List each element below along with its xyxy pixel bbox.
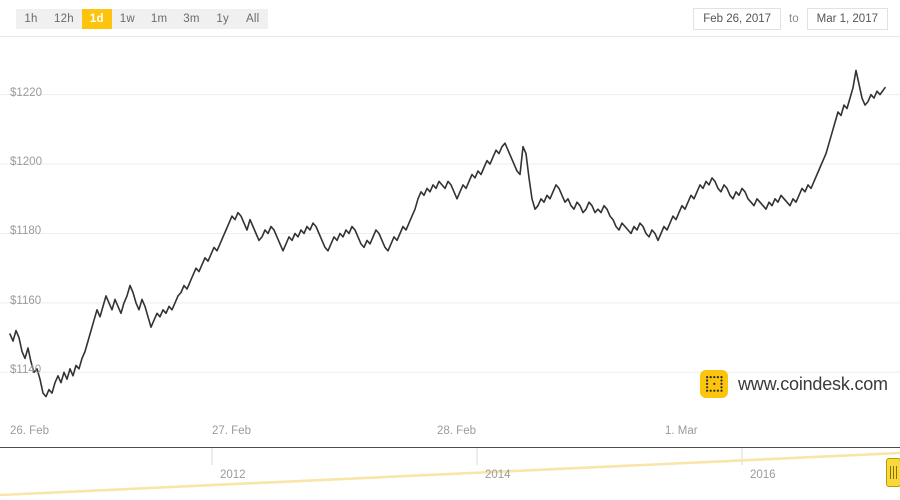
navigator-tick-marks	[211, 448, 743, 465]
y-axis-tick-label: $1220	[10, 86, 42, 99]
navigator-year-label: 2016	[750, 469, 776, 481]
timeframe-button-3m[interactable]: 3m	[175, 9, 208, 29]
coindesk-url-text: www.coindesk.com	[738, 373, 888, 394]
navigator-right-handle[interactable]	[886, 458, 900, 487]
price-line-path	[9, 69, 886, 398]
y-axis-tick-label: $1160	[10, 294, 42, 307]
price-plot-area[interactable]: $1140 $1160 $1180 $1200 $1220	[0, 40, 900, 450]
coindesk-dot-matrix-logo	[700, 370, 728, 398]
date-from-input[interactable]: Feb 26, 2017	[693, 8, 782, 30]
navigator-year-label: 2014	[485, 469, 511, 481]
date-range-to-label: to	[789, 13, 799, 25]
timeframe-button-group[interactable]: 1h 12h 1d 1w 1m 3m 1y All	[16, 9, 268, 29]
y-axis-tick-label: $1180	[10, 225, 42, 238]
timeframe-button-1d[interactable]: 1d	[81, 9, 112, 29]
navigator-year-label: 2012	[220, 469, 246, 481]
navigator-svg	[0, 448, 900, 497]
timeframe-button-12h[interactable]: 12h	[46, 9, 82, 29]
timeframe-button-1h[interactable]: 1h	[16, 9, 46, 29]
x-axis-tick-label: 28. Feb	[437, 425, 476, 437]
price-line-svg	[0, 69, 900, 398]
x-axis-tick-label: 27. Feb	[212, 425, 251, 437]
date-to-input[interactable]: Mar 1, 2017	[806, 8, 888, 30]
timeframe-button-1m[interactable]: 1m	[142, 9, 176, 29]
grid-lines	[0, 94, 900, 373]
date-range-group: Feb 26, 2017 to Mar 1, 2017	[693, 8, 888, 30]
x-axis-tick-label: 26. Feb	[10, 425, 49, 437]
x-axis-tick-label: 1. Mar	[665, 425, 698, 437]
timeframe-button-all[interactable]: All	[237, 9, 268, 29]
coindesk-watermark: www.coindesk.com	[700, 370, 888, 398]
navigator-top-axis	[0, 447, 900, 448]
dot-matrix-icon	[706, 376, 723, 392]
chart-toolbar: 1h 12h 1d 1w 1m 3m 1y All Feb 26, 2017 to Mar 1…	[0, 0, 900, 36]
navigator-series-path	[0, 451, 900, 497]
timeframe-button-1w[interactable]: 1w	[111, 9, 143, 29]
y-axis-tick-label: $1200	[10, 156, 42, 169]
y-axis-tick-label: $1140	[10, 364, 42, 377]
range-navigator[interactable]: 2012 2014 2016	[0, 447, 900, 500]
timeframe-button-1y[interactable]: 1y	[207, 9, 238, 29]
toolbar-divider	[0, 36, 900, 37]
